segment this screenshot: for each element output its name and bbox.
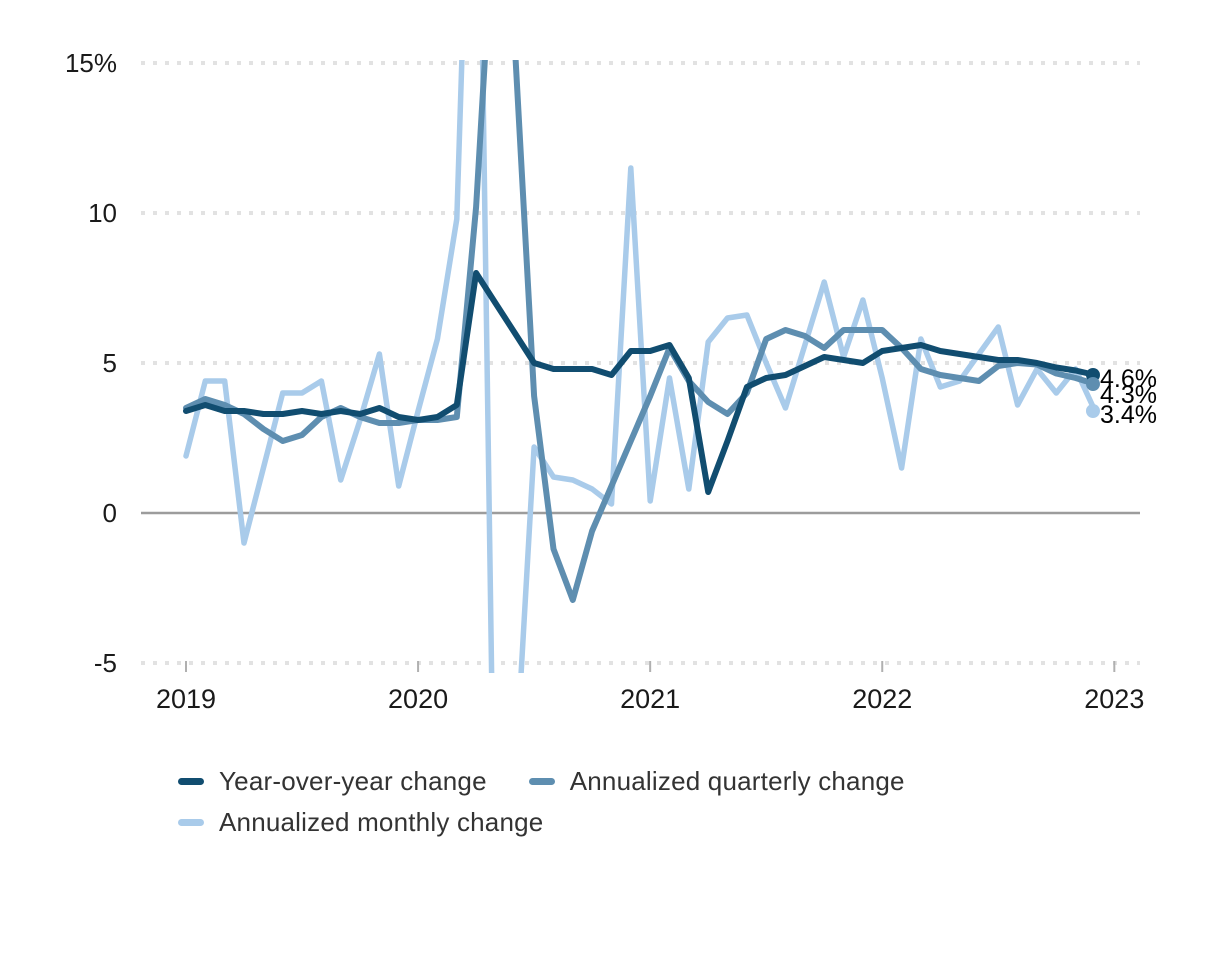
x-axis-label: 2019: [156, 684, 216, 714]
x-axis-label: 2020: [388, 684, 448, 714]
legend-swatch-yoy: [178, 778, 204, 785]
y-axis-label: 10: [88, 198, 117, 228]
legend-item-monthly: Annualized monthly change: [178, 807, 543, 838]
legend-swatch-quarterly: [528, 778, 555, 785]
series-line-monthly: [183, 60, 1098, 673]
end-dot-monthly: [1085, 404, 1100, 418]
legend-label-monthly: Annualized monthly change: [219, 807, 544, 837]
end-value-label-yoy: 4.6%: [1100, 365, 1157, 393]
end-dot-quarterly: [1085, 377, 1100, 391]
legend-item-quarterly: Annualized quarterly change: [528, 766, 905, 797]
legend-row-2: Annualized monthly change: [178, 807, 1078, 838]
series-group: [183, 60, 1098, 673]
series-line-yoy: [183, 270, 1098, 495]
plot-area-wrapper: 15% 10 5 0 -5 2019 2020 2021 2022 2023 4.6% 4.3% 3.4…: [65, 48, 1157, 714]
y-axis-label: -5: [94, 648, 117, 678]
legend-item-yoy: Year-over-year change: [178, 766, 487, 797]
y-axis-label: 0: [103, 498, 117, 528]
legend: Year-over-year change Annualized quarter…: [178, 766, 1078, 838]
legend-swatch-monthly: [178, 819, 204, 826]
line-chart: 15% 10 5 0 -5 2019 2020 2021 2022 2023 4.6%4.3%3.4…: [65, 48, 1157, 714]
x-axis-label: 2021: [620, 684, 680, 714]
y-axis-label: 5: [103, 348, 117, 378]
y-axis-label: 15%: [65, 48, 117, 78]
x-axis-label: 2022: [852, 684, 912, 714]
legend-row-1: Year-over-year change Annualized quarter…: [178, 766, 1078, 797]
end-value-label-monthly: 3.4%: [1100, 401, 1157, 429]
legend-label-yoy: Year-over-year change: [219, 766, 487, 796]
legend-label-quarterly: Annualized quarterly change: [569, 766, 905, 796]
end-value-label-quarterly: 4.3%: [1100, 381, 1157, 409]
x-axis-label: 2023: [1084, 684, 1144, 714]
